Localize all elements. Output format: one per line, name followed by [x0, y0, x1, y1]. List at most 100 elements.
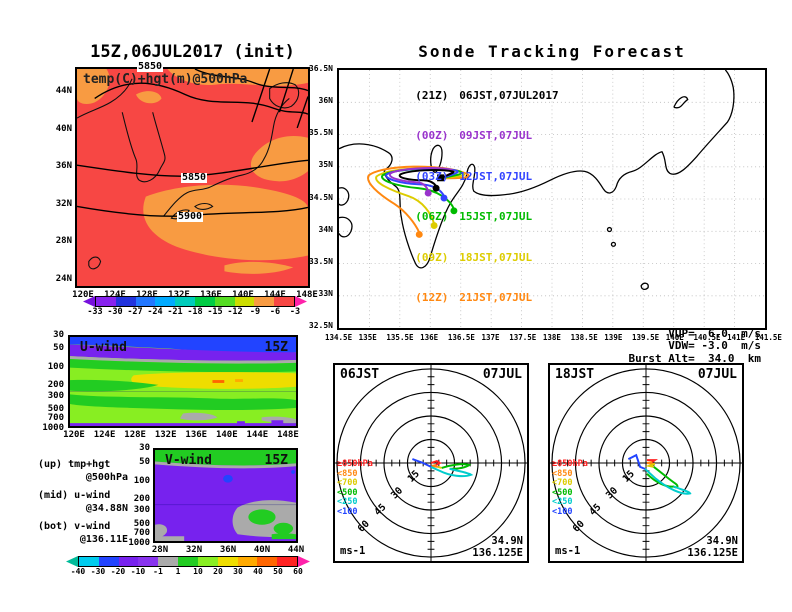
uwind-time: 15Z — [264, 340, 288, 355]
uwind-ytick: 200 — [47, 380, 64, 390]
tracking-ytick: 33.5N — [308, 256, 333, 266]
landing-00z — [424, 189, 432, 197]
hodograph-site-lat: 34.9N — [491, 535, 523, 547]
hodograph-legend-entry: <500 — [552, 487, 573, 498]
vwind-xtick: 32N — [185, 545, 203, 555]
tracking-xtick: 137E — [481, 333, 500, 342]
colorbar-segment — [96, 297, 116, 306]
tracking-xtick: 138.5E — [570, 333, 598, 342]
uwind-xtick: 144E — [246, 430, 269, 440]
hodograph-unit: ms-1 — [340, 545, 366, 557]
uwind-ytick: 300 — [47, 391, 64, 401]
vwind-ytick: 100 — [133, 476, 150, 486]
trajectory-12z — [367, 165, 470, 233]
vwind-section: V-wind 15Z — [153, 448, 298, 543]
tracking-xtick: 135E — [358, 333, 377, 342]
hodograph-legend-entry: <100 — [337, 506, 358, 517]
colorbar-tick: -30 — [90, 567, 106, 576]
hodograph-legend-entry: ≥850hPa — [337, 459, 373, 469]
colorbar-segment — [194, 297, 215, 306]
legend-jst-time: 18JST,07JUL — [459, 250, 533, 264]
vwind-xtick: 40N — [253, 545, 271, 555]
hodograph-site-lon: 136.125E — [472, 547, 523, 559]
vwind-ytick: 1000 — [128, 538, 150, 548]
tracking-xtick: 135.5E — [386, 333, 414, 342]
uwind-svg — [70, 337, 296, 426]
launch-site-marker — [437, 174, 445, 182]
uwind-xtick: 124E — [93, 430, 116, 440]
side-note-location: @136.11E — [79, 534, 128, 545]
tracking-ytick: 35.5N — [308, 128, 333, 138]
uwind-ytick: 700 — [47, 413, 64, 423]
landing-12z — [415, 231, 423, 238]
tracking-xtick: 136.5E — [447, 333, 475, 342]
uwind-xtick: 140E — [215, 430, 238, 440]
japan-coastline — [339, 70, 735, 290]
side-note-field: (mid) u-wind — [38, 490, 111, 501]
vwind-ytick: 30 — [139, 443, 150, 453]
colorbar-tick: -24 — [147, 307, 163, 317]
svg-text:45: 45 — [587, 502, 603, 518]
vwind-svg — [155, 450, 296, 541]
svg-text:45: 45 — [372, 502, 388, 518]
tracking-legend: (21Z) 06JST,07JUL2017 (00Z) 09JST,07JUL (0… — [349, 75, 559, 319]
landing-09z — [430, 222, 438, 230]
map-xtick: 136E — [200, 290, 222, 300]
tracking-legend-entry: (12Z) 21JST,07JUL — [349, 278, 559, 319]
colorbar-segment — [155, 297, 176, 306]
tracking-xtick: 141E — [727, 333, 746, 342]
wind-colorbar-segments — [78, 556, 298, 567]
tracking-ytick: 34N — [318, 224, 333, 234]
uwind-xtick: 132E — [154, 430, 177, 440]
colorbar-segment — [175, 297, 195, 306]
map-xtick: 128E — [136, 290, 158, 300]
colorbar-tick: -6 — [269, 307, 281, 317]
colorbar-segment — [158, 557, 179, 566]
colorbar-segment — [178, 557, 198, 566]
landing-06z — [450, 207, 458, 215]
trajectory-03z — [385, 167, 459, 197]
trajectories — [367, 165, 470, 233]
map-title: 15Z,06JUL2017 (init) — [90, 42, 295, 62]
uwind-ytick: 500 — [47, 404, 64, 414]
hodograph-time: 06JST — [340, 367, 380, 382]
tracking-info-line: VDW= -3.0 m/s — [668, 339, 761, 352]
legend-jst-time: 12JST,07JUL — [459, 169, 533, 183]
colorbar-tick: 40 — [253, 567, 263, 576]
map-xtick: 124E — [104, 290, 126, 300]
map-ytick: 32N — [55, 198, 72, 209]
colorbar-tick: -1 — [153, 567, 163, 576]
colorbar-tick: -18 — [187, 307, 203, 317]
tracking-ytick: 36N — [318, 96, 333, 106]
uwind-xtick: 128E — [124, 430, 146, 440]
side-notes: (up) tmp+hgt @500hPa (mid) u-wind @34.88… — [38, 458, 142, 551]
landing-03z — [440, 194, 448, 202]
colorbar-tick: -27 — [127, 307, 143, 317]
hodograph-legend-entry: <700 — [337, 478, 358, 488]
vwind-label: V-wind — [165, 453, 212, 468]
tracking-xaxis: 134.5E 135E 135.5E 136E 136.5E 137E 137.5E 138E… — [325, 333, 782, 342]
hodograph-legend-entry: <250 — [337, 497, 358, 507]
tracking-legend-entry: (03Z) 12JST,07JUL — [349, 156, 559, 197]
tracking-info-line: VUP= 6.0 m/s — [668, 326, 761, 340]
map-ytick: 40N — [55, 123, 72, 134]
svg-text:60: 60 — [356, 518, 372, 534]
tracking-legend-entry: (06Z) 15JST,07JUL — [349, 197, 559, 238]
vwind-ytick: 500 — [133, 519, 150, 529]
trajectory-09z — [375, 167, 466, 224]
trajectory-06z — [381, 167, 463, 210]
hodograph-06jst-svg: 15 30 45 60 — [335, 365, 527, 561]
colorbar-tick: -3 — [289, 307, 301, 317]
colorbar-segment — [254, 297, 275, 306]
temp-colorbar-segments — [95, 296, 295, 307]
hodograph-legend-entry: <500 — [337, 487, 358, 498]
hodograph-legend-entry: <850 — [337, 468, 358, 479]
hodograph-legend-entry: ≥850hPa — [552, 459, 588, 469]
map-xaxis: 120E 124E 128E 132E 136E 140E 144E 148E — [69, 290, 321, 300]
colorbar-tick: -10 — [130, 567, 146, 576]
hodograph-legend-entry: <850 — [552, 468, 573, 479]
map-xtick: 120E — [72, 290, 94, 300]
hodograph-date: 07JUL — [697, 367, 737, 382]
tracking-xtick: 136E — [420, 333, 439, 342]
tracking-yaxis: 36.5N 36N 35.5N 35N 34.5N 34N 33.5N 33N 32.5N — [303, 64, 333, 330]
